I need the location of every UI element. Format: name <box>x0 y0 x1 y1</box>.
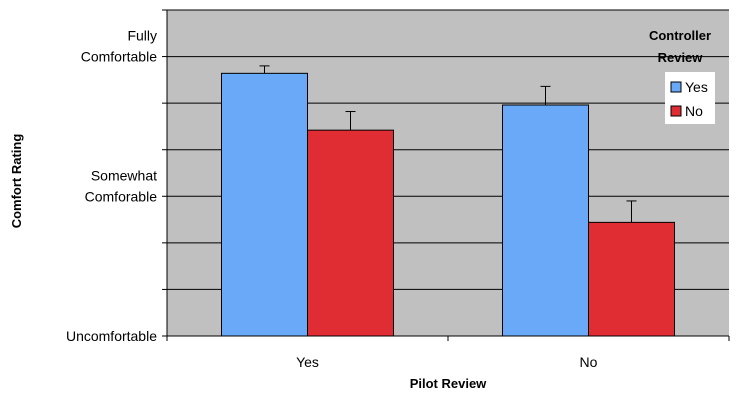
error-bars <box>259 65 637 223</box>
axes <box>162 9 730 341</box>
bar <box>588 221 675 337</box>
x-axis-title: Pilot Review <box>410 376 487 391</box>
x-tick-label: Yes <box>296 354 319 370</box>
y-axis-title: Comfort Rating <box>9 134 24 229</box>
x-tick-label: No <box>580 354 598 370</box>
y-tick-label-line: Comfortable <box>81 49 157 65</box>
y-tick-labels: Uncomfortable Somewhat Comforable Fully Comf… <box>66 28 157 344</box>
legend-label: No <box>685 103 703 119</box>
y-tick-label: Somewhat Comforable <box>85 167 158 204</box>
legend-title-line: Controller <box>649 28 711 43</box>
y-tick-label-line: Comforable <box>85 188 158 204</box>
legend-swatch <box>670 105 682 117</box>
legend-items: Yes No <box>670 79 708 119</box>
legend: Controller Review Yes No <box>649 28 715 124</box>
bar <box>502 104 589 337</box>
y-tick-label: Uncomfortable <box>66 328 157 344</box>
legend-title-line: Review <box>658 50 704 65</box>
y-tick-label-line: Somewhat <box>91 167 157 183</box>
y-tick-label: Fully Comfortable <box>81 28 157 65</box>
y-tick-label-line: Uncomfortable <box>66 328 157 344</box>
bar <box>221 72 308 337</box>
legend-title: Controller Review <box>649 28 711 65</box>
x-tick-labels: Yes No <box>296 354 598 370</box>
legend-swatch <box>670 81 682 93</box>
legend-label: Yes <box>685 79 708 95</box>
bar <box>307 129 394 337</box>
y-tick-label-line: Fully <box>127 28 157 44</box>
